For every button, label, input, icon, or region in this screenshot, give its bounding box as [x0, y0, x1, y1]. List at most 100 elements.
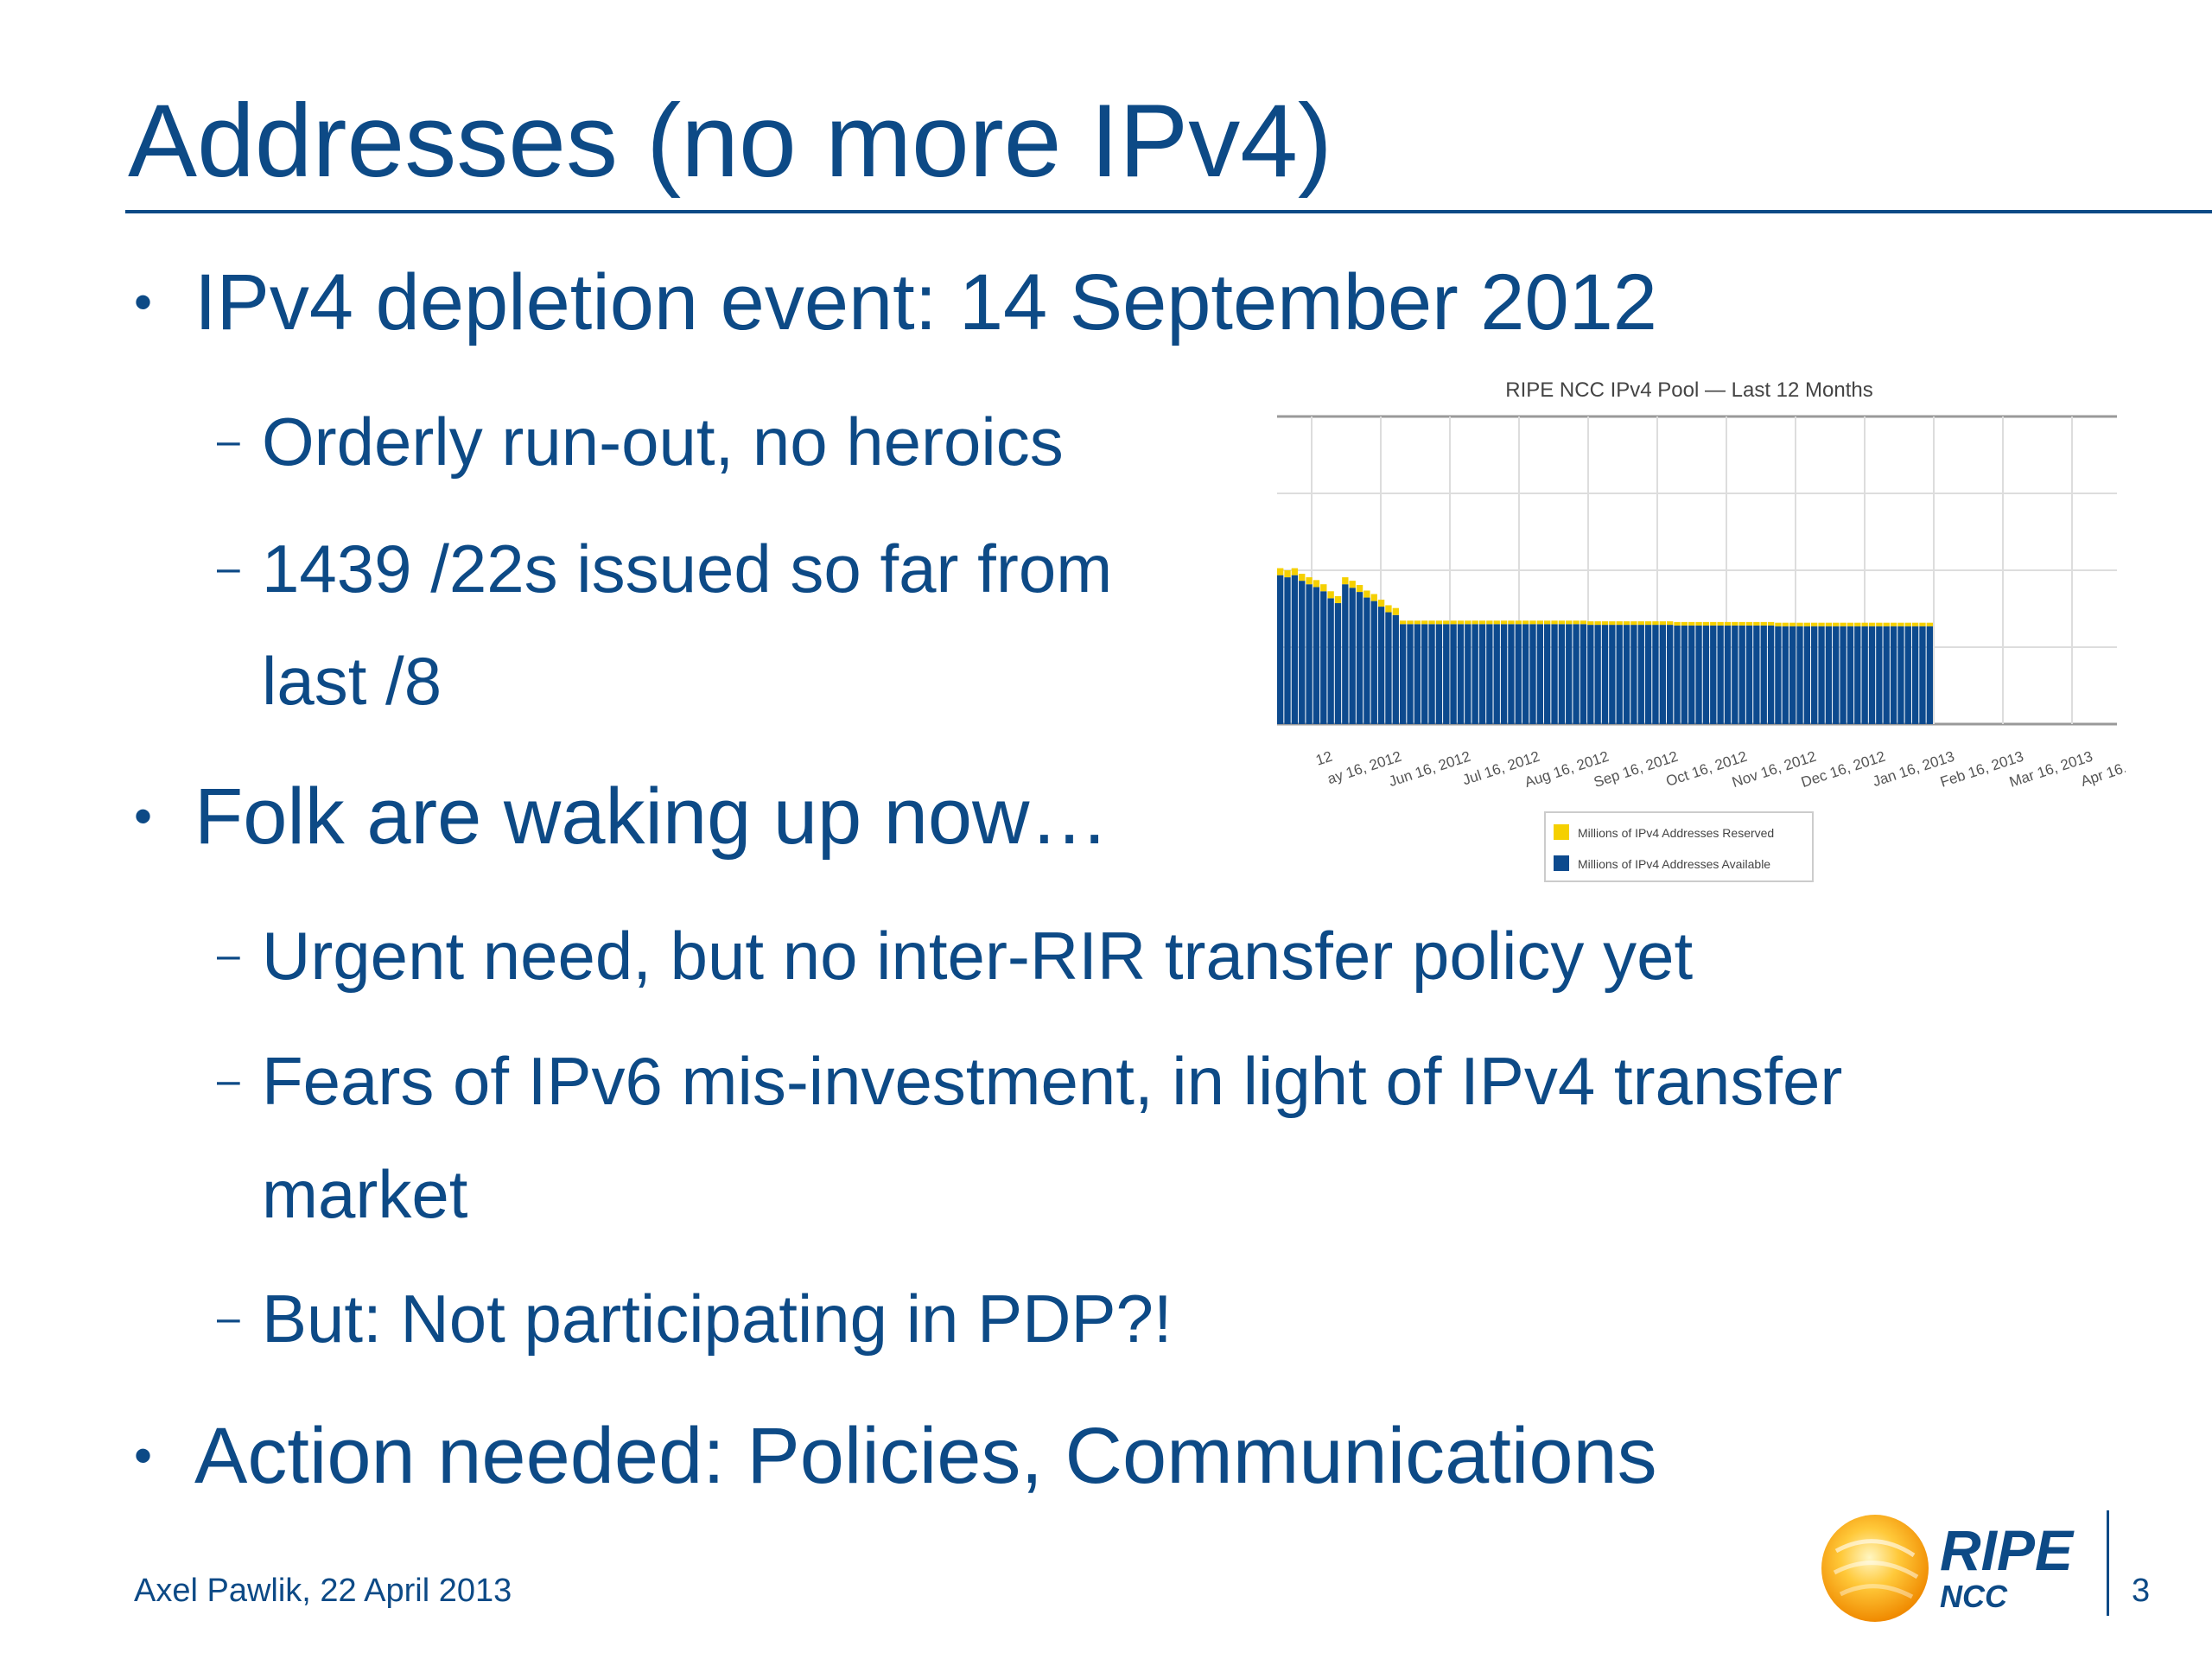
sub-dash: –: [217, 545, 240, 591]
bar-available: [1644, 625, 1652, 724]
bar-reserved: [1688, 621, 1695, 626]
bar-reserved: [1919, 622, 1926, 626]
bar-reserved: [1334, 595, 1342, 604]
bar-reserved: [1515, 620, 1522, 625]
sun-logo-icon: [1821, 1515, 1929, 1622]
bar-reserved: [1377, 599, 1385, 607]
sub-bullet: – But: Not participating in PDP?!: [217, 1279, 1173, 1358]
bar-reserved: [1356, 584, 1363, 593]
bar-reserved: [1587, 621, 1594, 626]
bar-available: [1399, 624, 1407, 724]
bar-available: [1428, 624, 1435, 724]
bar-available: [1306, 584, 1313, 724]
bar-available: [1818, 626, 1825, 724]
bar-available: [1767, 625, 1775, 724]
bar-available: [1926, 626, 1933, 724]
bar-available: [1392, 614, 1399, 724]
bar-available: [1904, 626, 1911, 724]
bar-available: [1327, 598, 1334, 724]
bar-available: [1566, 624, 1573, 724]
bar-available: [1320, 591, 1327, 724]
sub-bullet-text: market: [262, 1156, 468, 1232]
bar-reserved: [1890, 622, 1897, 626]
sub-bullet-text: Urgent need, but no inter-RIR transfer p…: [262, 918, 1694, 994]
bar-available: [1732, 625, 1738, 724]
bar-reserved: [1500, 620, 1508, 625]
bar-available: [1854, 626, 1861, 724]
bar-available: [1616, 625, 1623, 724]
legend-swatch-available: [1554, 855, 1569, 871]
bar-reserved: [1385, 605, 1392, 613]
bar-reserved: [1306, 577, 1313, 585]
bar-available: [1876, 626, 1883, 724]
bar-reserved: [1724, 621, 1732, 626]
bar-reserved: [1897, 622, 1904, 626]
sub-dash: –: [217, 418, 240, 464]
bar-reserved: [1370, 594, 1377, 601]
bar-reserved: [1320, 584, 1327, 592]
bar-reserved: [1291, 568, 1299, 575]
bar-reserved: [1644, 621, 1652, 626]
bar-available: [1450, 624, 1457, 724]
bar-reserved: [1637, 621, 1644, 626]
bar-available: [1558, 624, 1566, 724]
legend-box: [1544, 811, 1814, 882]
bar-reserved: [1833, 622, 1840, 626]
bar-reserved: [1522, 620, 1529, 625]
bar-available: [1544, 624, 1551, 724]
sub-bullet: – 1439 /22s issued so far from: [217, 529, 1112, 608]
bar-available: [1551, 624, 1558, 724]
bar-available: [1911, 626, 1919, 724]
bar-available: [1580, 624, 1587, 724]
bar-available: [1594, 625, 1601, 724]
bar-reserved: [1363, 590, 1370, 598]
x-tick-label: 12: [1313, 748, 1334, 769]
bar-available: [1724, 625, 1732, 724]
bar-available: [1681, 625, 1688, 724]
bar-reserved: [1536, 620, 1544, 625]
sub-dash: –: [217, 1295, 240, 1341]
bar-available: [1277, 575, 1284, 724]
bar-reserved: [1299, 574, 1306, 582]
bar-available: [1861, 626, 1868, 724]
bar-available: [1601, 625, 1609, 724]
bar-available: [1508, 624, 1515, 724]
bar-reserved: [1486, 620, 1493, 625]
bar-available: [1775, 626, 1782, 724]
bar-reserved: [1789, 622, 1796, 626]
bar-reserved: [1840, 622, 1847, 626]
bar-available: [1803, 626, 1811, 724]
bar-available: [1284, 577, 1291, 724]
bar-reserved: [1594, 621, 1601, 626]
bar-reserved: [1407, 620, 1414, 625]
bar-reserved: [1745, 621, 1753, 626]
bar-reserved: [1695, 621, 1702, 626]
bar-reserved: [1630, 621, 1637, 626]
bar-reserved: [1428, 620, 1435, 625]
bar-available: [1587, 625, 1594, 724]
bar-available: [1868, 626, 1876, 724]
bar-reserved: [1508, 620, 1515, 625]
bullet-1: • IPv4 depletion event: 14 September 201…: [134, 255, 1657, 350]
bar-available: [1363, 597, 1370, 724]
bar-reserved: [1349, 581, 1356, 588]
bars: [1277, 568, 1933, 724]
bar-available: [1840, 626, 1847, 724]
bar-reserved: [1796, 622, 1803, 626]
page-number: 3: [2132, 1573, 2151, 1609]
bar-available: [1630, 625, 1637, 724]
bullet-3: • Action needed: Policies, Communication…: [134, 1408, 1657, 1503]
bar-reserved: [1566, 620, 1573, 625]
bar-available: [1796, 626, 1803, 724]
bar-reserved: [1544, 620, 1551, 625]
bar-available: [1738, 625, 1745, 724]
bar-reserved: [1876, 622, 1883, 626]
bar-reserved: [1652, 621, 1659, 626]
bar-reserved: [1471, 620, 1478, 625]
bullet-dot: •: [134, 1427, 153, 1484]
bar-reserved: [1847, 622, 1854, 626]
bar-available: [1385, 612, 1392, 724]
bar-reserved: [1666, 621, 1674, 626]
